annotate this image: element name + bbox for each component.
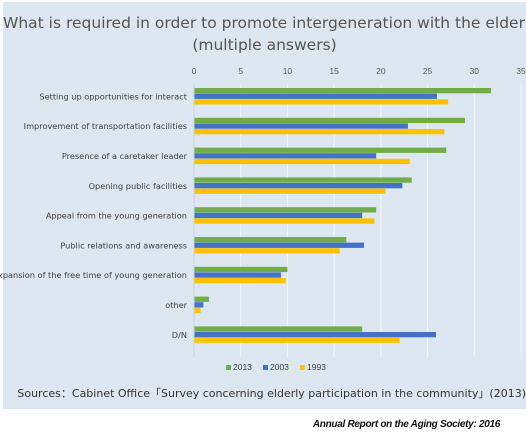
bar: [194, 93, 437, 99]
category-label: Public relations and awareness: [60, 240, 187, 250]
bar: [194, 237, 347, 243]
bar: [194, 207, 377, 213]
chart-title: What is required in order to promote int…: [3, 14, 526, 32]
bar: [194, 302, 204, 308]
bar: [194, 153, 377, 159]
x-tick-label: 25: [423, 66, 433, 76]
bar: [194, 332, 436, 338]
legend-label: 1993: [307, 362, 326, 372]
bar: [194, 147, 447, 153]
bar: [194, 177, 412, 183]
legend-swatch: [300, 365, 305, 370]
bar: [194, 296, 209, 302]
bar: [194, 218, 375, 224]
category-label: D/N: [172, 330, 187, 340]
bar: [194, 188, 386, 194]
bar: [194, 337, 400, 343]
bar: [194, 117, 465, 124]
category-label: Presence of a caretaker leader: [62, 151, 188, 161]
bar: [194, 158, 410, 165]
bar: [194, 123, 408, 129]
legend-swatch: [226, 365, 231, 370]
bar: [194, 129, 445, 135]
x-tick-label: 15: [329, 66, 339, 76]
bar: [194, 278, 286, 284]
x-tick-label: 35: [516, 66, 526, 76]
category-label: Appeal from the young generation: [46, 211, 187, 221]
category-label: Setting up opportunities for interact: [39, 91, 187, 101]
category-label: other: [165, 300, 187, 310]
legend-swatch: [263, 365, 268, 370]
bar: [194, 99, 449, 105]
category-label: Opening public facilities: [89, 181, 187, 191]
category-label: Expansion of the free time of young gene…: [0, 270, 187, 280]
x-tick-label: 0: [192, 66, 197, 76]
bar: [194, 326, 363, 332]
source-note: Sources：Cabinet Office「Survey concerning…: [17, 387, 526, 400]
bar: [194, 272, 281, 278]
bar: [194, 183, 403, 189]
bar: [194, 212, 363, 219]
bar: [194, 307, 201, 314]
bar: [194, 88, 492, 94]
bar: [194, 242, 365, 248]
bar: [194, 248, 340, 254]
report-footer: Annual Report on the Aging Society: 2016: [312, 419, 500, 430]
category-label: Improvement of transportation facilities: [24, 121, 187, 131]
bar: [194, 266, 288, 273]
legend-label: 2013: [233, 362, 252, 372]
x-tick-label: 30: [470, 66, 480, 76]
x-tick-label: 20: [376, 66, 386, 76]
x-tick-label: 10: [283, 66, 293, 76]
chart-subtitle: (multiple answers): [192, 36, 337, 54]
x-tick-label: 5: [238, 66, 243, 76]
legend-label: 2003: [270, 362, 289, 372]
